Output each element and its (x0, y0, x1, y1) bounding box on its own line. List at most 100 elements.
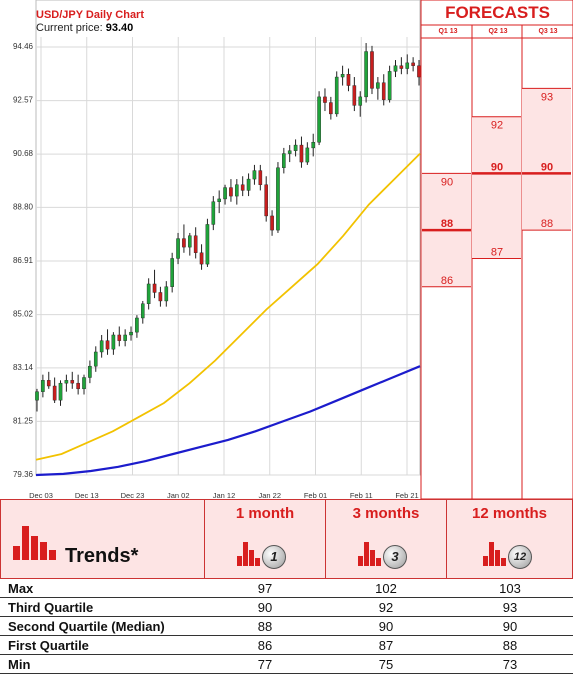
table-row-min: Min 77 75 73 (0, 655, 573, 674)
candle (46, 371, 51, 389)
candle (93, 346, 98, 372)
candle-body (370, 51, 374, 89)
candle (99, 334, 104, 358)
badge-1-month: 1 (262, 545, 286, 569)
column-12-months: 12 months 12 (447, 499, 573, 579)
candle-body (246, 178, 251, 191)
forecast-median-label: 88 (441, 218, 453, 230)
candle-body (417, 65, 421, 78)
candle-body (70, 380, 75, 384)
cell-value: 103 (499, 581, 521, 596)
candle-body (82, 377, 86, 390)
table-row-third-quartile: Third Quartile 90 92 93 (0, 598, 573, 617)
candle-body (329, 102, 333, 115)
cell-value: 90 (502, 619, 518, 634)
candle-body (352, 85, 357, 106)
candle (287, 145, 292, 163)
candle (64, 374, 69, 392)
forecast-q1-label: 87 (491, 246, 503, 258)
trends-table: Trends* 1 month 1 3 months 3 12 months 1… (0, 499, 573, 676)
price-label: Current price: (36, 22, 103, 34)
x-tick-label: Jan 22 (258, 491, 281, 499)
y-tick-label: 79.36 (13, 470, 34, 479)
candle (370, 45, 374, 95)
candle-body (311, 142, 316, 149)
candle (117, 326, 122, 347)
candle (393, 60, 398, 78)
candle (411, 57, 415, 72)
candle (387, 65, 392, 103)
candle (164, 281, 169, 307)
candle-body (282, 153, 286, 168)
candle-body (64, 380, 69, 384)
candle-body (58, 382, 63, 401)
x-tick-label: Feb 01 (304, 491, 327, 499)
candle (211, 196, 216, 231)
candles (35, 43, 421, 412)
candle (111, 332, 116, 355)
candle-body (235, 184, 239, 197)
candle (276, 162, 280, 233)
forecast-range (472, 116, 521, 259)
candle-body (270, 215, 274, 231)
candle (352, 77, 357, 112)
candle (329, 96, 333, 120)
candle (135, 315, 139, 338)
y-tick-label: 90.68 (13, 149, 34, 158)
candle (229, 179, 233, 202)
candle (70, 371, 75, 389)
column-label-12-months: 12 months (471, 505, 547, 522)
candle (223, 184, 227, 205)
x-tick-label: Dec 13 (75, 491, 99, 499)
candle (346, 68, 351, 92)
row-label: Third Quartile (8, 600, 94, 615)
candle (364, 43, 368, 103)
candle-body (264, 184, 269, 217)
candle (282, 147, 286, 174)
candle-body (334, 76, 339, 115)
candle-body (211, 201, 216, 225)
forecast-q1-label: 86 (441, 275, 453, 287)
candle (41, 374, 45, 398)
forecast-panel: 90 88 86 92 90 87 93 90 88 (420, 0, 573, 499)
x-tick-label: Jan 02 (167, 491, 190, 499)
candle (381, 74, 386, 106)
cell-value: 93 (502, 600, 518, 615)
candle-body (317, 96, 321, 143)
usdjpy-chart: 79.36 81.25 83.14 85.02 86.91 88.80 90.68 92.57… (13, 0, 573, 499)
candle-body (99, 340, 104, 353)
row-label: First Quartile (8, 638, 89, 653)
candle (88, 360, 92, 384)
candle-body (287, 150, 292, 154)
row-label: Min (8, 657, 31, 672)
candle (35, 388, 39, 412)
moving-average-long-line (35, 365, 421, 477)
cell-value: 90 (378, 619, 394, 634)
candle-body (52, 385, 57, 401)
candle-body (411, 62, 415, 66)
candle (152, 269, 157, 299)
bar-chart-icon (237, 542, 260, 566)
candle-body (340, 74, 345, 78)
y-tick-label: 94.46 (13, 42, 34, 51)
candle-body (41, 380, 45, 392)
x-axis-ticks: Dec 03 Dec 13 Dec 23 Jan 02 Jan 12 Jan 22 Feb … (29, 491, 419, 499)
cell-value: 75 (378, 657, 394, 672)
candle (323, 88, 327, 112)
candle-body (276, 167, 280, 231)
candle (140, 300, 145, 324)
candle (311, 133, 316, 157)
table-row-first-quartile: First Quartile 86 87 88 (0, 636, 573, 655)
badge-12-months: 12 (508, 545, 532, 569)
cell-value: 102 (375, 581, 397, 596)
candle (258, 164, 263, 191)
candle-body (93, 351, 98, 367)
x-tick-label: Jan 12 (213, 491, 236, 499)
candle-body (299, 144, 304, 163)
cell-value: 77 (257, 657, 273, 672)
candle-body (405, 62, 410, 69)
plot-area (35, 0, 421, 476)
current-price: Current price: 93.40 (36, 22, 133, 34)
candle (340, 65, 345, 86)
candle (405, 54, 410, 75)
